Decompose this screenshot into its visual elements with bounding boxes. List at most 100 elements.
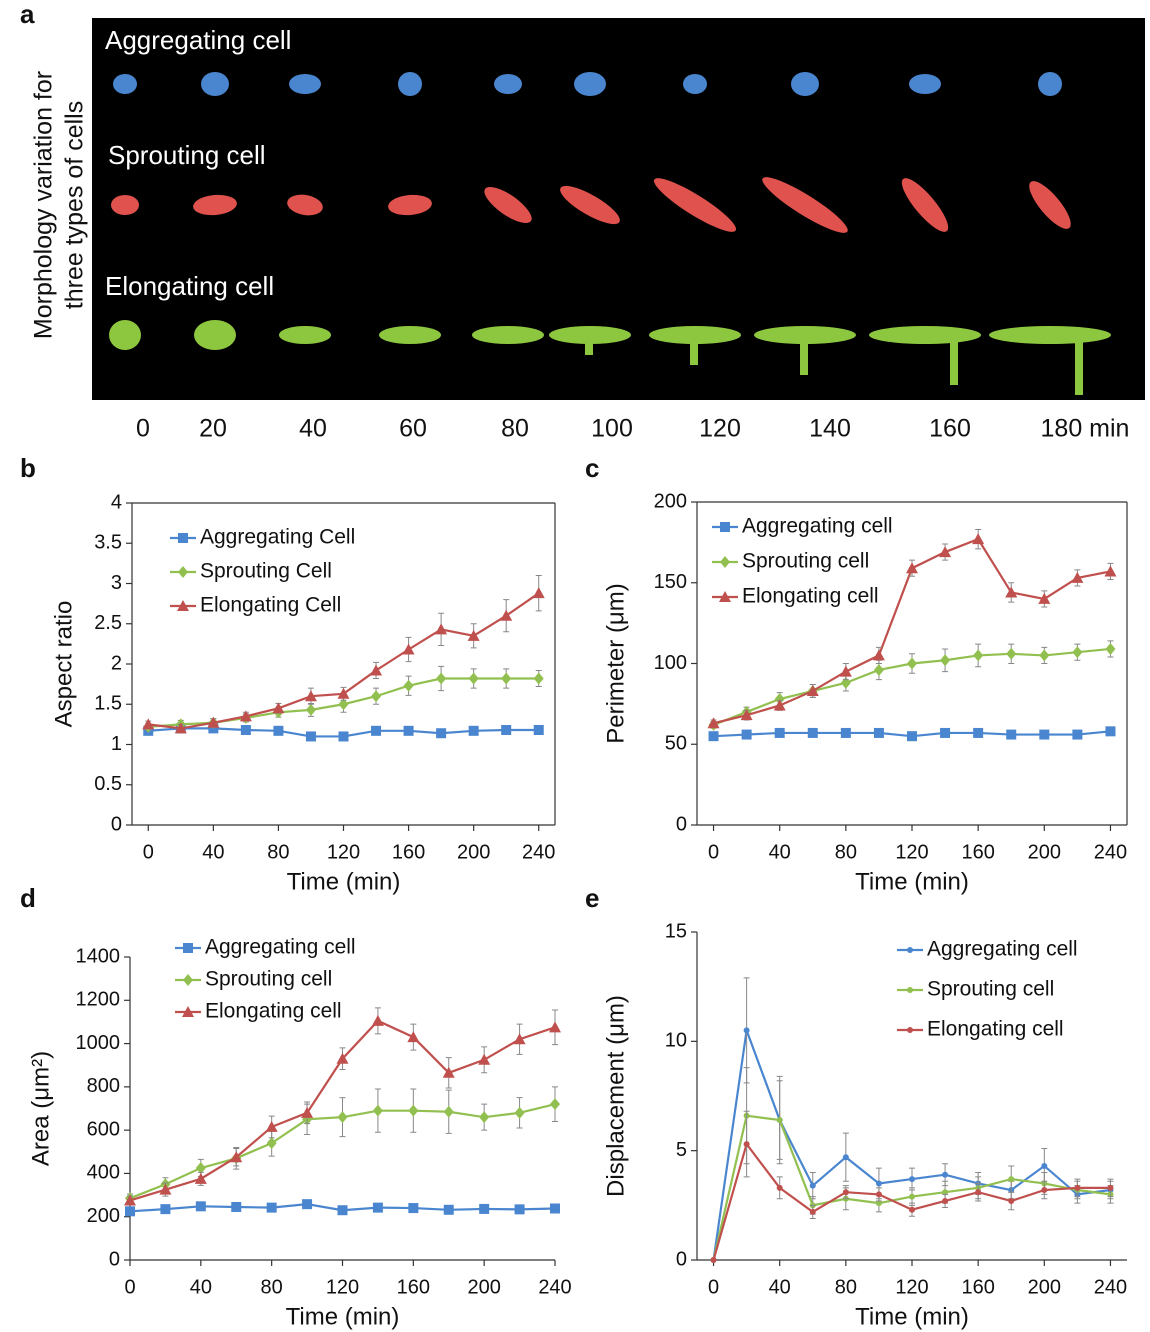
marker: [265, 1120, 278, 1132]
marker: [875, 1180, 882, 1187]
marker: [305, 703, 316, 716]
legend-label: Aggregating cell: [927, 938, 1078, 961]
legend-label: Sprouting cell: [205, 968, 332, 991]
marker: [740, 709, 753, 721]
sprouting-cell: [111, 195, 139, 215]
marker: [776, 1117, 783, 1124]
marker: [710, 1257, 717, 1263]
marker: [873, 727, 884, 738]
y-tick-label: 150: [654, 571, 687, 593]
legend-label: Aggregating cell: [742, 515, 893, 538]
marker: [372, 1104, 383, 1117]
x-tick-label: 80: [261, 1276, 283, 1298]
marker: [239, 710, 252, 722]
marker: [304, 690, 317, 702]
marker: [403, 679, 414, 692]
marker: [906, 562, 918, 574]
marker: [909, 1193, 915, 1200]
elongating-cell: [800, 335, 808, 375]
y-tick-label: 0: [109, 1248, 120, 1270]
time-label: 0: [136, 415, 150, 443]
marker: [514, 1106, 525, 1119]
marker: [372, 1202, 383, 1213]
panel-label: a: [20, 0, 35, 29]
marker: [337, 1205, 348, 1216]
marker: [183, 943, 193, 953]
row-label: Sprouting cell: [108, 140, 266, 170]
aggregating-cell: [289, 74, 321, 94]
marker: [909, 1206, 915, 1213]
marker: [873, 663, 884, 676]
marker: [230, 1151, 243, 1163]
marker: [842, 1154, 849, 1161]
marker: [338, 698, 349, 711]
marker: [773, 699, 786, 711]
marker: [719, 591, 731, 602]
y-label: three types of cells: [61, 101, 89, 309]
marker: [182, 1006, 194, 1017]
x-tick-label: 160: [397, 1276, 430, 1298]
time-label: 100: [591, 415, 633, 443]
y-tick-label: 800: [87, 1075, 120, 1097]
marker: [550, 1098, 560, 1111]
marker: [1104, 565, 1117, 577]
legend-label: Sprouting Cell: [200, 560, 332, 583]
y-tick-label: 0: [111, 813, 122, 835]
marker: [183, 974, 193, 986]
aggregating-cell: [201, 72, 229, 96]
x-tick-label: 240: [538, 1276, 571, 1298]
chart: b00.511.522.533.540 40 80 120 160 200 240Time …: [20, 453, 556, 895]
x-tick-label: 0: [143, 841, 154, 863]
legend-label: Elongating cell: [742, 585, 879, 608]
elongating-cell: [194, 320, 236, 350]
y-tick-label: 1200: [76, 989, 121, 1011]
marker: [159, 1183, 172, 1195]
aggregating-cell: [909, 74, 941, 94]
elongating-cell: [279, 326, 331, 344]
marker: [774, 693, 785, 706]
marker: [940, 654, 951, 667]
sprouting-cell: [193, 194, 237, 216]
marker: [973, 649, 984, 662]
y-label: Morphology variation for: [30, 71, 58, 339]
marker: [501, 725, 512, 736]
marker: [442, 1066, 455, 1078]
marker: [436, 728, 447, 739]
y-tick-label: 0: [676, 813, 687, 835]
x-tick-label: 0: [124, 1276, 135, 1298]
marker: [809, 1208, 816, 1215]
marker: [266, 1137, 277, 1150]
x-tick-label: 40: [769, 841, 791, 863]
x-tick-label: 120: [895, 1276, 928, 1298]
marker: [371, 1014, 384, 1026]
time-label: 160: [929, 415, 971, 443]
marker: [231, 1201, 242, 1212]
marker: [532, 587, 545, 599]
time-label: 120: [699, 415, 741, 443]
marker: [707, 717, 720, 729]
time-label: 40: [299, 415, 327, 443]
x-tick-label: 200: [467, 1276, 500, 1298]
marker: [1107, 1184, 1114, 1191]
marker: [1008, 1176, 1015, 1183]
sprouting-cell: [1029, 181, 1071, 229]
y-tick-label: 1400: [76, 945, 121, 967]
marker: [272, 702, 285, 714]
marker: [174, 722, 187, 734]
marker: [840, 727, 851, 738]
marker: [907, 657, 917, 670]
y-axis-title: Aspect ratio: [50, 601, 77, 728]
marker: [338, 731, 349, 742]
marker: [842, 1189, 849, 1196]
marker: [124, 1194, 136, 1206]
x-tick-label: 0: [708, 1276, 719, 1298]
y-tick-label: 5: [676, 1139, 687, 1161]
y-tick-label: 200: [87, 1205, 120, 1227]
marker: [408, 1104, 419, 1117]
x-tick-label: 160: [961, 1276, 994, 1298]
aggregating-cell: [398, 72, 422, 96]
marker: [809, 1182, 816, 1189]
marker: [178, 566, 188, 578]
y-tick-label: 400: [87, 1162, 120, 1184]
marker: [907, 731, 917, 742]
